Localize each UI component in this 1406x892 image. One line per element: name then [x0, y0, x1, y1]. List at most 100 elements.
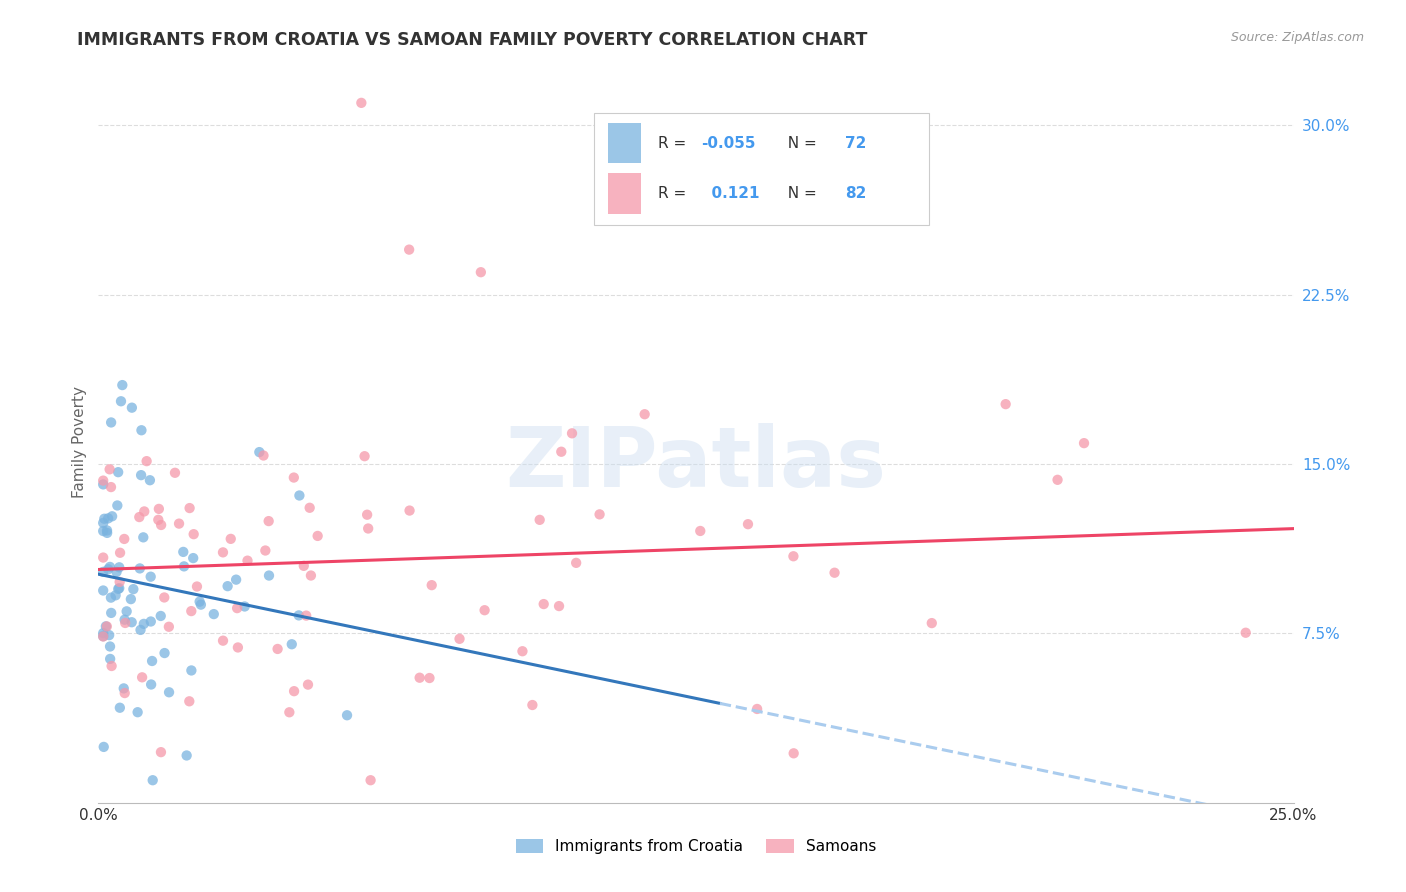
Point [132, 616, 155, 631]
Point [114, 686, 136, 700]
Point [157, 620, 180, 634]
Point [356, 508, 378, 522]
Point [512, 644, 534, 658]
Point [97, 511, 120, 525]
Point [98, 462, 121, 476]
Legend: Immigrants from Croatia, Samoans: Immigrants from Croatia, Samoans [509, 833, 883, 860]
Point [212, 545, 235, 559]
Point [226, 640, 249, 655]
Point [139, 570, 162, 584]
Point [94, 619, 117, 633]
Point [357, 521, 380, 535]
Point [921, 616, 943, 631]
Point [98, 628, 121, 642]
Point [247, 445, 270, 459]
Point [529, 513, 551, 527]
Point [548, 599, 571, 613]
Point [1046, 473, 1069, 487]
Point [183, 527, 205, 541]
Point [350, 95, 373, 110]
Point [745, 702, 768, 716]
Point [281, 637, 304, 651]
Point [105, 565, 128, 579]
Point [782, 549, 804, 564]
Point [139, 677, 162, 691]
Point [398, 243, 420, 257]
Point [107, 465, 129, 479]
Point [134, 504, 156, 518]
Point [139, 473, 162, 487]
Point [474, 603, 496, 617]
Point [91, 583, 114, 598]
Point [186, 580, 208, 594]
Point [108, 581, 131, 595]
Point [533, 597, 555, 611]
Point [120, 592, 142, 607]
Point [110, 394, 132, 409]
Point [112, 681, 135, 696]
Point [122, 582, 145, 596]
Point [131, 670, 153, 684]
Point [128, 561, 150, 575]
Point [418, 671, 440, 685]
Point [217, 579, 239, 593]
Point [288, 488, 311, 502]
Point [111, 378, 134, 392]
Point [153, 646, 176, 660]
Point [298, 500, 321, 515]
Point [149, 609, 172, 624]
Point [91, 474, 114, 488]
Point [522, 698, 544, 712]
Point [283, 470, 305, 484]
Point [689, 524, 711, 538]
Point [93, 739, 115, 754]
Point [135, 454, 157, 468]
Text: ZIPatlas: ZIPatlas [506, 423, 886, 504]
Point [1073, 436, 1095, 450]
Point [299, 568, 322, 582]
Point [307, 529, 329, 543]
Point [252, 449, 274, 463]
Point [278, 706, 301, 720]
Point [292, 558, 315, 573]
Point [288, 608, 311, 623]
Point [91, 550, 114, 565]
Point [190, 598, 212, 612]
Point [824, 566, 846, 580]
Point [121, 615, 143, 630]
Point [150, 518, 173, 533]
Point [139, 615, 162, 629]
Point [114, 613, 136, 627]
Point [100, 659, 122, 673]
Point [226, 601, 249, 615]
Point [153, 591, 176, 605]
Point [470, 265, 492, 279]
Point [104, 588, 127, 602]
Point [212, 633, 235, 648]
Point [994, 397, 1017, 411]
Point [129, 468, 152, 483]
Point [180, 664, 202, 678]
Point [131, 423, 153, 437]
Point [180, 604, 202, 618]
Point [98, 560, 121, 574]
Point [132, 530, 155, 544]
Point [96, 619, 118, 633]
Point [295, 608, 318, 623]
Point [179, 501, 201, 516]
Point [163, 466, 186, 480]
Point [91, 477, 114, 491]
Point [100, 591, 122, 605]
Point [100, 606, 122, 620]
Point [737, 517, 759, 532]
Point [588, 508, 610, 522]
Point [283, 684, 305, 698]
Point [100, 416, 122, 430]
Point [129, 623, 152, 637]
Point [634, 407, 657, 421]
Point [202, 607, 225, 621]
Point [188, 594, 211, 608]
Point [257, 568, 280, 582]
Point [561, 426, 583, 441]
Point [173, 559, 195, 574]
